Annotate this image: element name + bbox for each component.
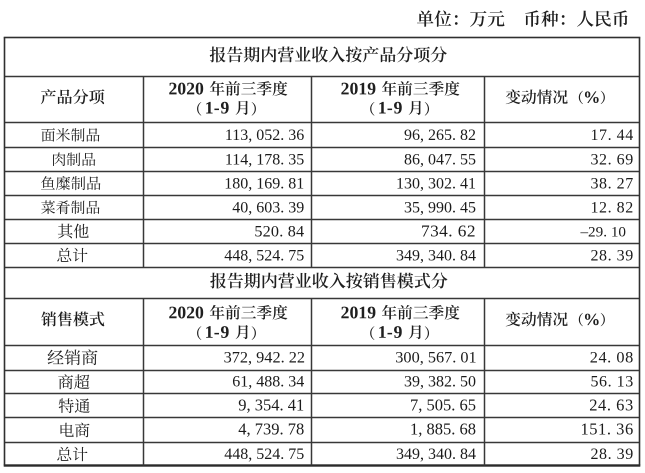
- svg-text:114, 178. 35: 114, 178. 35: [225, 151, 304, 168]
- svg-text:32. 69: 32. 69: [590, 151, 633, 168]
- svg-text:180, 169. 81: 180, 169. 81: [224, 175, 304, 192]
- svg-text:448, 524. 75: 448, 524. 75: [224, 446, 304, 463]
- svg-text:130, 302. 41: 130, 302. 41: [396, 175, 476, 192]
- svg-text:372, 942. 22: 372, 942. 22: [224, 348, 305, 367]
- svg-text:–29. 10: –29. 10: [579, 224, 626, 241]
- svg-text:28. 39: 28. 39: [590, 446, 633, 463]
- svg-text:349, 340. 84: 349, 340. 84: [396, 248, 476, 265]
- svg-text:86, 047. 55: 86, 047. 55: [404, 151, 476, 168]
- svg-text:520. 84: 520. 84: [254, 223, 304, 241]
- svg-text:38. 27: 38. 27: [590, 175, 633, 192]
- svg-text:12. 82: 12. 82: [590, 199, 633, 216]
- svg-text:448, 524. 75: 448, 524. 75: [224, 248, 304, 265]
- svg-text:300, 567. 01: 300, 567. 01: [395, 348, 476, 367]
- svg-text:17. 44: 17. 44: [590, 127, 633, 144]
- svg-text:35, 990. 45: 35, 990. 45: [404, 199, 476, 216]
- svg-text:151. 36: 151. 36: [580, 420, 633, 439]
- svg-text:96, 265. 82: 96, 265. 82: [404, 127, 476, 144]
- svg-text:1, 885. 68: 1, 885. 68: [410, 420, 476, 439]
- svg-text:24. 63: 24. 63: [589, 396, 634, 415]
- svg-text:349, 340. 84: 349, 340. 84: [396, 446, 476, 463]
- svg-text:39, 382. 50: 39, 382. 50: [404, 374, 476, 391]
- svg-text:40, 603. 39: 40, 603. 39: [232, 199, 304, 216]
- svg-text:113, 052. 36: 113, 052. 36: [225, 127, 304, 144]
- svg-text:9, 354. 41: 9, 354. 41: [238, 396, 304, 415]
- svg-text:734. 62: 734. 62: [421, 222, 476, 241]
- svg-text:7, 505. 65: 7, 505. 65: [410, 396, 476, 415]
- svg-text:56. 13: 56. 13: [590, 374, 633, 391]
- svg-text:4, 739. 78: 4, 739. 78: [238, 420, 304, 439]
- svg-text:24. 08: 24. 08: [590, 348, 634, 367]
- svg-text:61, 488. 34: 61, 488. 34: [232, 374, 304, 391]
- svg-text:28. 39: 28. 39: [590, 248, 633, 265]
